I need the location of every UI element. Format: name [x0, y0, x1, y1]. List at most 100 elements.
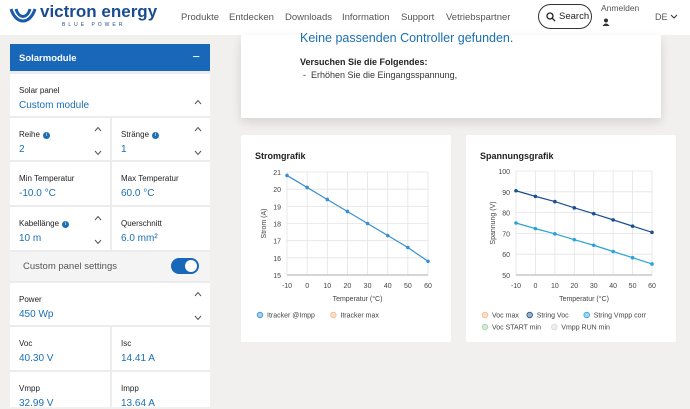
field[interactable]: Power 450 Wp — [10, 283, 210, 325]
point — [533, 194, 538, 199]
point — [514, 188, 518, 193]
label: Vmpp — [19, 384, 40, 393]
legend-label: Vmpp RUN min — [561, 325, 610, 332]
point — [553, 199, 557, 204]
label: Kabellänge — [19, 219, 60, 228]
label: Querschnitt — [121, 219, 162, 228]
nav-item[interactable]: Information — [342, 12, 390, 23]
y-tick-label: 15 — [273, 273, 281, 280]
point — [325, 197, 330, 202]
y-tick-label: 70 — [502, 231, 510, 238]
point — [385, 233, 390, 238]
field[interactable]: Reihe i 2 — [10, 118, 110, 160]
toggle[interactable] — [171, 258, 199, 274]
search-button[interactable]: Search — [538, 4, 592, 29]
nav-item[interactable]: Vetriebspartner — [446, 12, 511, 23]
chart: Stromgrafik 15 16 17 18 19 20 21 -10 0 10 20 30 40 50 6… — [241, 135, 451, 342]
value: 60.0 °C — [121, 188, 155, 199]
point — [285, 173, 289, 178]
toggle-label: Custom panel settings — [23, 261, 117, 272]
point — [611, 218, 615, 222]
x-tick-label: 20 — [344, 283, 352, 290]
legend-marker — [551, 323, 558, 331]
field[interactable]: Max Temperatur 60.0 °C — [112, 162, 210, 205]
value: 40.30 V — [19, 353, 54, 364]
language[interactable]: DE — [655, 12, 668, 22]
point — [591, 243, 596, 248]
legend-marker — [583, 311, 590, 319]
legend-marker — [526, 311, 533, 319]
label: Stränge — [121, 130, 150, 139]
label: Solar panel — [19, 86, 60, 95]
legend-marker — [481, 311, 489, 319]
legend-label: Voc max — [492, 313, 519, 320]
legend-label: String Voc — [537, 313, 569, 320]
point — [345, 209, 350, 214]
legend-label: Itracker @Impp — [267, 313, 315, 320]
label: Max Temperatur — [121, 174, 179, 183]
x-tick-label: 10 — [323, 283, 331, 290]
x-tick-label: 0 — [305, 283, 309, 290]
x-tick-label: 60 — [424, 283, 432, 290]
label: Reihe — [19, 130, 40, 139]
line — [286, 174, 429, 262]
message-item: - Erhöhen Sie die Eingangsspannung, — [303, 70, 458, 80]
y-tick-label: 80 — [502, 211, 510, 218]
point — [650, 262, 654, 266]
chart-title: Stromgrafik — [255, 151, 307, 161]
line — [515, 222, 653, 265]
line — [515, 190, 653, 233]
chart: Spannungsgrafik 50 60 70 80 90 100 -10 0 10 20 30 40… — [466, 135, 676, 342]
nav-item[interactable]: Downloads — [285, 12, 332, 23]
y-tick-label: 18 — [273, 222, 281, 229]
field: Vmpp 32.99 V — [10, 372, 110, 409]
sidebar: Solarmodule − Solar panel Custom module R… — [10, 44, 210, 409]
field: Isc 14.41 A — [112, 327, 210, 370]
message-card: Keine passenden Controller gefunden. Ver… — [241, 31, 661, 118]
value: 6.0 mm² — [121, 233, 158, 244]
sidebar-header[interactable]: Solarmodule − — [10, 44, 210, 71]
logo-mark — [9, 8, 37, 23]
y-tick-label: 60 — [502, 252, 510, 259]
nav-item[interactable]: Produkte — [181, 12, 220, 23]
point — [533, 226, 538, 231]
field[interactable]: Min Temperatur -10.0 °C — [10, 162, 110, 205]
field: Voc 40.30 V — [10, 327, 110, 370]
logo: victron energy — [40, 2, 158, 21]
y-tick-label: 19 — [273, 204, 281, 211]
point — [630, 255, 635, 260]
message-subtitle: Versuchen Sie die Folgendes: — [300, 57, 428, 67]
point — [611, 249, 615, 254]
tagline: BLUE POWER — [62, 22, 126, 28]
field[interactable]: Kabellänge i 10 m — [10, 207, 110, 250]
login[interactable]: Anmelden — [601, 3, 640, 13]
legend-label: String Vmpp corr — [594, 313, 647, 320]
header: victron energy BLUE POWER Produkte Entde… — [0, 0, 690, 35]
search-label: Search — [559, 11, 590, 22]
nav-item[interactable]: Support — [401, 12, 435, 23]
nav-item[interactable]: Entdecken — [229, 12, 274, 23]
x-axis-label: Temperatur (°C) — [333, 295, 383, 303]
y-tick-label: 100 — [498, 169, 510, 176]
x-tick-label: -10 — [282, 283, 292, 290]
toggle-row[interactable]: Custom panel settings — [10, 252, 210, 281]
sidebar-title: Solarmodule — [19, 53, 77, 64]
y-tick-label: 20 — [273, 187, 281, 194]
label: Min Temperatur — [19, 174, 75, 183]
field[interactable]: Querschnitt 6.0 mm² — [112, 207, 210, 250]
point — [365, 221, 370, 226]
point — [650, 230, 654, 235]
y-tick-label: 21 — [273, 170, 281, 177]
x-tick-label: 30 — [364, 283, 372, 290]
legend-marker — [256, 311, 264, 319]
field[interactable]: Stränge i 1 — [112, 118, 210, 160]
x-tick-label: 40 — [609, 283, 617, 290]
message-item-text: Erhöhen Sie die Eingangsspannung, — [311, 70, 458, 80]
legend-label: Voc START min — [492, 325, 541, 332]
value: 32.99 V — [19, 398, 54, 409]
x-tick-label: 50 — [404, 283, 412, 290]
x-tick-label: 60 — [648, 283, 656, 290]
point — [553, 232, 557, 236]
field[interactable]: Solar panel Custom module — [10, 74, 210, 116]
